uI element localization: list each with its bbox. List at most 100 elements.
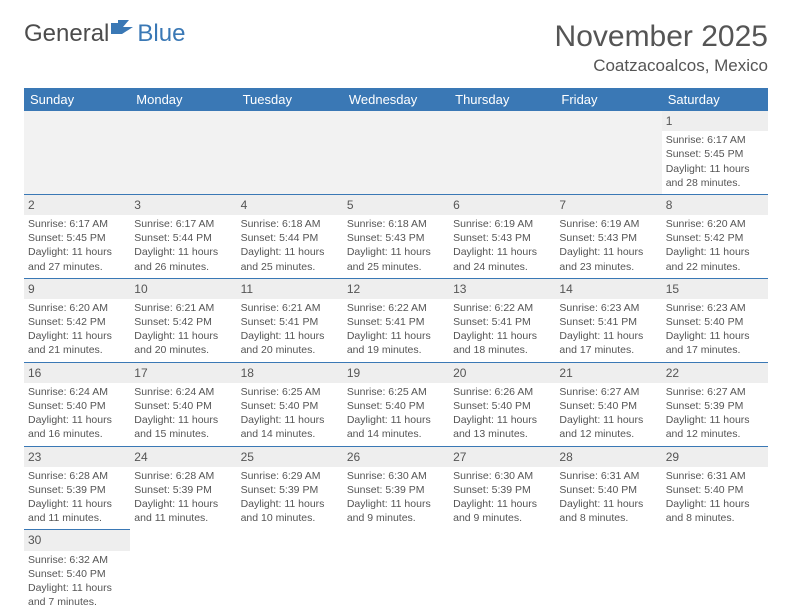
sunset-text: Sunset: 5:43 PM: [559, 231, 657, 245]
calendar-header-row: Sunday Monday Tuesday Wednesday Thursday…: [24, 88, 768, 111]
daylight-text: Daylight: 11 hours and 18 minutes.: [453, 329, 551, 357]
daylight-text: Daylight: 11 hours and 11 minutes.: [28, 497, 126, 525]
daylight-text: Daylight: 11 hours and 20 minutes.: [134, 329, 232, 357]
calendar-row: 16Sunrise: 6:24 AMSunset: 5:40 PMDayligh…: [24, 362, 768, 446]
calendar-cell: [237, 111, 343, 194]
daylight-text: Daylight: 11 hours and 25 minutes.: [347, 245, 445, 273]
sunrise-text: Sunrise: 6:24 AM: [134, 385, 232, 399]
daylight-text: Daylight: 11 hours and 17 minutes.: [559, 329, 657, 357]
sunset-text: Sunset: 5:40 PM: [134, 399, 232, 413]
sunrise-text: Sunrise: 6:20 AM: [28, 301, 126, 315]
calendar-cell: 9Sunrise: 6:20 AMSunset: 5:42 PMDaylight…: [24, 278, 130, 362]
daylight-text: Daylight: 11 hours and 20 minutes.: [241, 329, 339, 357]
daylight-text: Daylight: 11 hours and 12 minutes.: [666, 413, 764, 441]
daylight-text: Daylight: 11 hours and 19 minutes.: [347, 329, 445, 357]
day-number: 10: [134, 280, 232, 298]
daylight-text: Daylight: 11 hours and 22 minutes.: [666, 245, 764, 273]
day-number: 18: [241, 364, 339, 382]
daylight-text: Daylight: 11 hours and 26 minutes.: [134, 245, 232, 273]
calendar-cell: [449, 530, 555, 613]
calendar-row: 9Sunrise: 6:20 AMSunset: 5:42 PMDaylight…: [24, 278, 768, 362]
calendar-cell: [24, 111, 130, 194]
sunset-text: Sunset: 5:43 PM: [347, 231, 445, 245]
daylight-text: Daylight: 11 hours and 8 minutes.: [666, 497, 764, 525]
sunrise-text: Sunrise: 6:18 AM: [347, 217, 445, 231]
sunset-text: Sunset: 5:41 PM: [347, 315, 445, 329]
calendar-cell: 1Sunrise: 6:17 AMSunset: 5:45 PMDaylight…: [662, 111, 768, 194]
calendar-cell: [555, 111, 661, 194]
calendar-cell: 23Sunrise: 6:28 AMSunset: 5:39 PMDayligh…: [24, 446, 130, 530]
sunset-text: Sunset: 5:40 PM: [453, 399, 551, 413]
sunrise-text: Sunrise: 6:19 AM: [453, 217, 551, 231]
calendar-cell: [449, 111, 555, 194]
calendar-cell: 15Sunrise: 6:23 AMSunset: 5:40 PMDayligh…: [662, 278, 768, 362]
sunset-text: Sunset: 5:41 PM: [453, 315, 551, 329]
day-number: 16: [28, 364, 126, 382]
day-number: 22: [666, 364, 764, 382]
sunrise-text: Sunrise: 6:30 AM: [347, 469, 445, 483]
calendar-cell: 10Sunrise: 6:21 AMSunset: 5:42 PMDayligh…: [130, 278, 236, 362]
sunset-text: Sunset: 5:39 PM: [241, 483, 339, 497]
flag-icon: [111, 20, 137, 40]
sunrise-text: Sunrise: 6:30 AM: [453, 469, 551, 483]
calendar-cell: [555, 530, 661, 613]
calendar-cell: 8Sunrise: 6:20 AMSunset: 5:42 PMDaylight…: [662, 194, 768, 278]
calendar-cell: 11Sunrise: 6:21 AMSunset: 5:41 PMDayligh…: [237, 278, 343, 362]
title-block: November 2025 Coatzacoalcos, Mexico: [555, 20, 768, 76]
calendar-cell: 19Sunrise: 6:25 AMSunset: 5:40 PMDayligh…: [343, 362, 449, 446]
daylight-text: Daylight: 11 hours and 14 minutes.: [241, 413, 339, 441]
logo-text-blue: Blue: [137, 22, 185, 46]
sunset-text: Sunset: 5:42 PM: [28, 315, 126, 329]
sunset-text: Sunset: 5:40 PM: [666, 315, 764, 329]
logo-text-general: General: [24, 22, 109, 46]
sunset-text: Sunset: 5:39 PM: [134, 483, 232, 497]
calendar-cell: [130, 530, 236, 613]
day-number: 8: [666, 196, 764, 214]
daylight-text: Daylight: 11 hours and 25 minutes.: [241, 245, 339, 273]
calendar-cell: 13Sunrise: 6:22 AMSunset: 5:41 PMDayligh…: [449, 278, 555, 362]
sunrise-text: Sunrise: 6:27 AM: [666, 385, 764, 399]
day-number: 7: [559, 196, 657, 214]
calendar-cell: 24Sunrise: 6:28 AMSunset: 5:39 PMDayligh…: [130, 446, 236, 530]
sunrise-text: Sunrise: 6:24 AM: [28, 385, 126, 399]
calendar-cell: 29Sunrise: 6:31 AMSunset: 5:40 PMDayligh…: [662, 446, 768, 530]
calendar-cell: 14Sunrise: 6:23 AMSunset: 5:41 PMDayligh…: [555, 278, 661, 362]
calendar-row: 30Sunrise: 6:32 AMSunset: 5:40 PMDayligh…: [24, 530, 768, 613]
day-number: 23: [28, 448, 126, 466]
calendar-cell: 5Sunrise: 6:18 AMSunset: 5:43 PMDaylight…: [343, 194, 449, 278]
calendar-table: Sunday Monday Tuesday Wednesday Thursday…: [24, 88, 768, 613]
sunrise-text: Sunrise: 6:32 AM: [28, 553, 126, 567]
sunset-text: Sunset: 5:40 PM: [28, 567, 126, 581]
daylight-text: Daylight: 11 hours and 21 minutes.: [28, 329, 126, 357]
sunrise-text: Sunrise: 6:31 AM: [666, 469, 764, 483]
calendar-cell: 25Sunrise: 6:29 AMSunset: 5:39 PMDayligh…: [237, 446, 343, 530]
sunset-text: Sunset: 5:43 PM: [453, 231, 551, 245]
sunrise-text: Sunrise: 6:22 AM: [347, 301, 445, 315]
sunrise-text: Sunrise: 6:17 AM: [28, 217, 126, 231]
calendar-row: 23Sunrise: 6:28 AMSunset: 5:39 PMDayligh…: [24, 446, 768, 530]
sunrise-text: Sunrise: 6:27 AM: [559, 385, 657, 399]
sunset-text: Sunset: 5:44 PM: [134, 231, 232, 245]
sunrise-text: Sunrise: 6:23 AM: [559, 301, 657, 315]
day-number: 27: [453, 448, 551, 466]
sunset-text: Sunset: 5:42 PM: [666, 231, 764, 245]
sunset-text: Sunset: 5:42 PM: [134, 315, 232, 329]
sunset-text: Sunset: 5:40 PM: [559, 483, 657, 497]
sunset-text: Sunset: 5:45 PM: [666, 147, 764, 161]
daylight-text: Daylight: 11 hours and 9 minutes.: [347, 497, 445, 525]
calendar-cell: [343, 111, 449, 194]
sunset-text: Sunset: 5:40 PM: [347, 399, 445, 413]
calendar-cell: 16Sunrise: 6:24 AMSunset: 5:40 PMDayligh…: [24, 362, 130, 446]
col-sunday: Sunday: [24, 88, 130, 111]
day-number: 24: [134, 448, 232, 466]
sunrise-text: Sunrise: 6:18 AM: [241, 217, 339, 231]
daylight-text: Daylight: 11 hours and 13 minutes.: [453, 413, 551, 441]
sunrise-text: Sunrise: 6:28 AM: [134, 469, 232, 483]
calendar-cell: 28Sunrise: 6:31 AMSunset: 5:40 PMDayligh…: [555, 446, 661, 530]
day-number: 6: [453, 196, 551, 214]
day-number: 3: [134, 196, 232, 214]
day-number: 29: [666, 448, 764, 466]
col-monday: Monday: [130, 88, 236, 111]
sunrise-text: Sunrise: 6:26 AM: [453, 385, 551, 399]
calendar-cell: [343, 530, 449, 613]
